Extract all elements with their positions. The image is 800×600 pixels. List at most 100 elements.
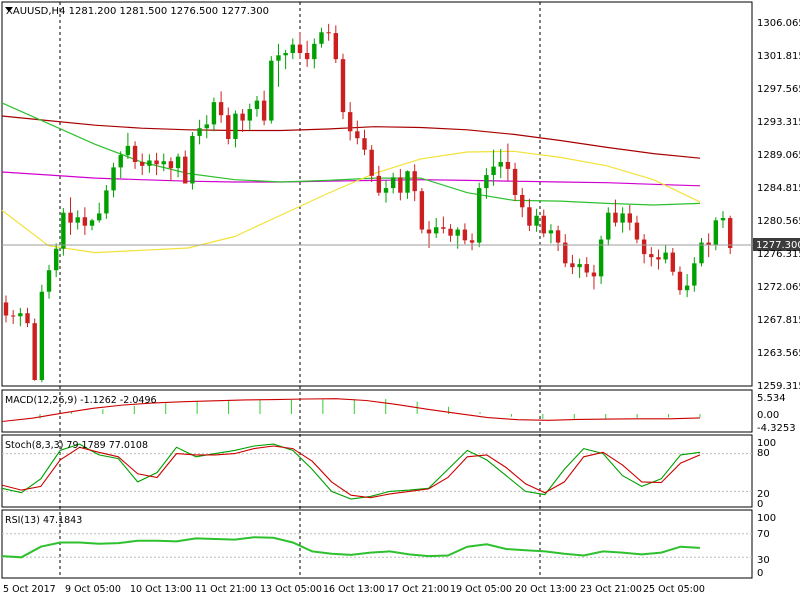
candle-body — [649, 254, 654, 258]
candle-body — [469, 240, 475, 243]
candle-body — [613, 212, 618, 223]
candle-body — [68, 212, 73, 223]
dropdown-triangle-icon[interactable] — [5, 7, 13, 12]
candle-body — [204, 124, 209, 129]
candle-body — [276, 55, 281, 61]
candle-body — [140, 162, 145, 166]
candle-body — [684, 285, 690, 291]
candle-body — [699, 242, 704, 264]
time-tick: 9 Oct 05:00 — [65, 584, 121, 595]
candle-body — [283, 53, 288, 56]
indicator-panes — [1, 1, 753, 579]
candle-body — [104, 190, 109, 214]
candle-body — [520, 195, 525, 208]
candle-body — [175, 156, 181, 169]
candle-body — [534, 215, 539, 226]
macd-label: MACD(12,26,9) -1.1262 -2.0496 — [5, 395, 157, 406]
rsi-tick: 100 — [757, 513, 776, 524]
candle-body — [491, 166, 496, 176]
price-tick: 1259.315 — [757, 381, 800, 392]
price-tick: 1301.815 — [757, 51, 800, 62]
stoch-pane-frame — [1, 434, 753, 508]
symbol-header: XAUUSD,H4 1281.200 1281.500 1276.500 127… — [6, 6, 269, 17]
price-tick: 1267.815 — [757, 315, 800, 326]
time-tick: 23 Oct 21:00 — [580, 584, 642, 595]
candle-body — [111, 167, 116, 191]
candle-body — [498, 162, 503, 167]
candle-body — [290, 44, 295, 54]
candle-body — [606, 212, 611, 240]
candle-body — [376, 175, 382, 193]
candle-body — [441, 227, 446, 229]
stoch-tick: 100 — [757, 438, 776, 449]
candle-body — [577, 264, 582, 268]
stoch-tick: 0 — [757, 499, 763, 510]
candle-body — [555, 230, 561, 243]
candle-body — [61, 212, 66, 249]
candle-body — [304, 53, 310, 60]
candle-body — [125, 145, 131, 156]
candles — [3, 23, 733, 383]
candle-body — [218, 102, 224, 116]
candle-body — [340, 59, 346, 113]
candle-body — [297, 44, 303, 54]
price-tick: 1272.065 — [757, 282, 800, 293]
candle-body — [197, 128, 202, 136]
candle-body — [713, 220, 719, 245]
time-tick: 25 Oct 05:00 — [643, 584, 705, 595]
candle-body — [154, 160, 159, 165]
candle-body — [584, 264, 589, 273]
candle-body — [211, 102, 217, 125]
candle-body — [97, 213, 102, 221]
macd-tick: 5.534 — [757, 393, 786, 404]
candle-body — [89, 220, 95, 226]
candle-body — [620, 213, 625, 223]
candle-body — [3, 302, 9, 316]
time-tick: 19 Oct 05:00 — [450, 584, 512, 595]
candle-body — [347, 112, 353, 132]
candle-body — [591, 272, 597, 277]
candle-body — [161, 161, 166, 165]
candle-body — [25, 313, 30, 324]
rsi-tick: 0 — [757, 568, 763, 579]
candle-body — [677, 271, 683, 291]
stoch-axis: 100 80 20 0 — [757, 438, 776, 510]
candle-body — [254, 100, 260, 110]
candle-body — [598, 239, 604, 277]
candle-body — [484, 175, 489, 189]
macd-axis: 5.534 0.00 -4.3253 — [757, 393, 796, 434]
stoch-tick: 80 — [757, 448, 770, 459]
candle-body — [570, 263, 575, 268]
candle-body — [240, 113, 245, 121]
candle-body — [663, 252, 668, 260]
price-tick: 1297.565 — [757, 84, 800, 95]
candle-body — [247, 109, 252, 121]
candle-body — [419, 191, 425, 230]
candle-body — [656, 257, 661, 260]
candle-body — [462, 229, 468, 241]
macd-plot — [1, 398, 701, 423]
candle-body — [477, 188, 482, 243]
candle-body — [333, 33, 339, 60]
rsi-pane-frame — [1, 509, 753, 579]
current-price-tag — [753, 238, 800, 251]
rsi-tick: 70 — [757, 529, 770, 540]
moving-average-line — [1, 150, 701, 254]
candle-body — [82, 217, 88, 226]
macd-signal-line — [1, 398, 701, 423]
candle-body — [132, 145, 138, 163]
candle-body — [53, 248, 59, 271]
candle-body — [233, 113, 238, 139]
candle-body — [426, 229, 432, 234]
candle-body — [505, 162, 511, 169]
candle-body — [147, 160, 152, 166]
price-tick: 1276.315 — [757, 249, 800, 260]
candle-body — [18, 313, 23, 317]
candle-body — [269, 60, 274, 121]
price-axis: 1306.065 1301.815 1297.565 1293.315 1289… — [757, 18, 800, 392]
rsi-label: RSI(13) 47.1843 — [5, 515, 82, 526]
candle-body — [448, 228, 453, 236]
time-tick: 5 Oct 2017 — [3, 584, 56, 595]
stoch-plot — [1, 443, 752, 500]
candle-body — [183, 156, 188, 184]
